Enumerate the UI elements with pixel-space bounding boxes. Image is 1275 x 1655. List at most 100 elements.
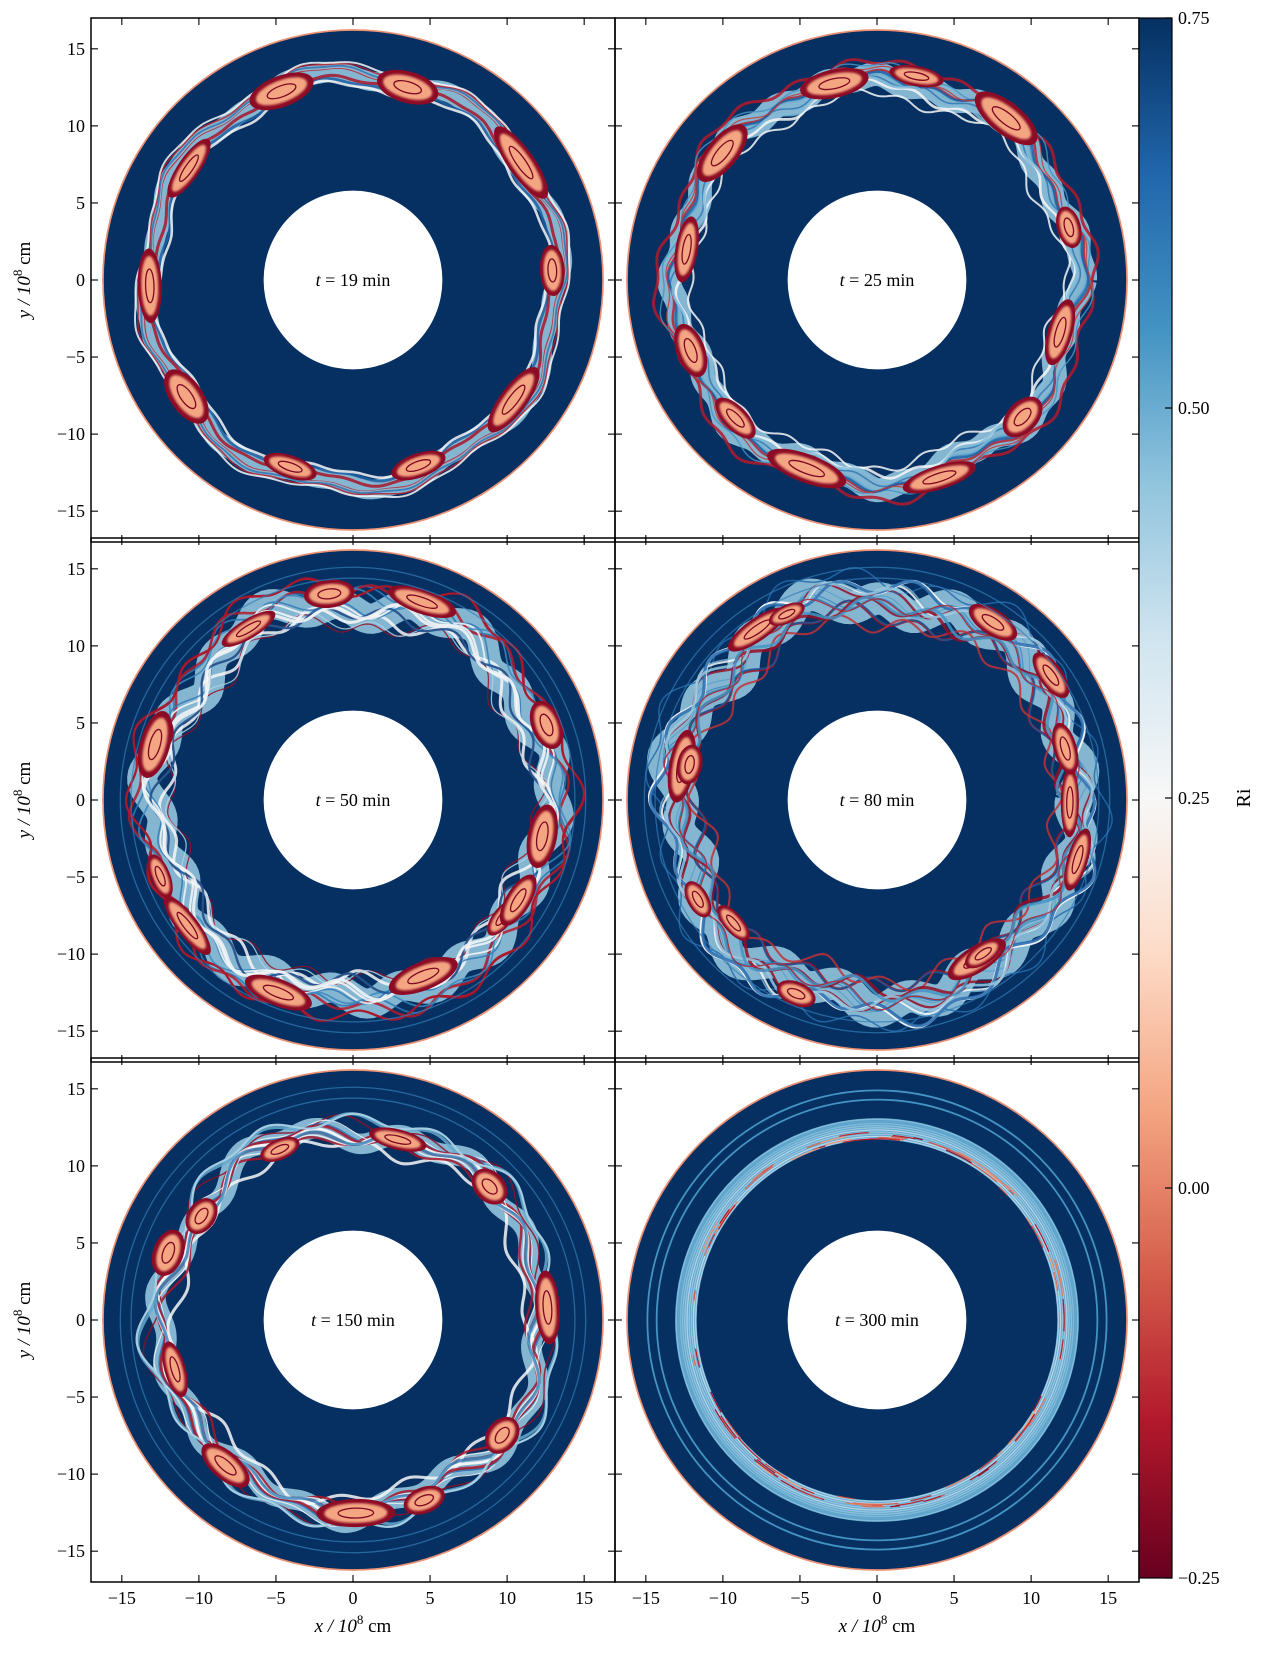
time-symbol: t <box>835 1310 841 1330</box>
vortex-swirl <box>406 594 438 609</box>
vortex-core <box>172 144 206 192</box>
instability-speck <box>861 1505 886 1508</box>
inner-hole <box>263 1230 443 1410</box>
time-value: = 150 min <box>316 1310 395 1330</box>
vortex-core <box>981 97 1032 140</box>
shear-ring-filament <box>681 1124 1073 1516</box>
y-tick-label: −5 <box>66 1387 85 1407</box>
outer-ring <box>646 1089 1108 1551</box>
instability-speck <box>780 1479 795 1489</box>
vortex-swirl <box>974 946 992 961</box>
y-tick-label: 0 <box>76 270 85 290</box>
vortex-swirl <box>903 71 930 81</box>
instability-speck <box>945 1149 972 1164</box>
y-tick-label: −15 <box>57 1021 85 1041</box>
vortex-swirl <box>778 608 796 620</box>
time-value: = 50 min <box>321 790 391 810</box>
vortex-swirl <box>494 1426 510 1444</box>
shear-filament <box>127 584 570 1018</box>
y-tick-label: 10 <box>67 1156 85 1176</box>
vortex-swirl <box>414 1494 435 1507</box>
x-tick-label: 0 <box>349 1588 358 1608</box>
instability-speck <box>852 1502 887 1505</box>
instability-speck <box>721 1420 736 1440</box>
time-symbol: t <box>311 1310 317 1330</box>
instability-speck <box>1021 1420 1032 1434</box>
vortex-core <box>531 810 554 862</box>
vortex-swirl <box>266 83 297 100</box>
vortex-swirl <box>262 984 295 1001</box>
instability-speck <box>710 1391 722 1413</box>
instability-speck <box>773 1471 790 1481</box>
instability-speck <box>945 1474 971 1489</box>
y-tick-label: 10 <box>67 636 85 656</box>
outer-ring <box>655 1098 1099 1542</box>
outer-ring <box>119 566 587 1034</box>
x-tick-label: −10 <box>709 1588 737 1608</box>
inner-hole <box>787 710 967 890</box>
instability-speck <box>720 1415 738 1439</box>
vortex-swirl <box>725 914 742 932</box>
instability-speck <box>957 1151 989 1172</box>
time-value: = 25 min <box>845 270 915 290</box>
y-tick-label: −10 <box>57 1464 85 1484</box>
shear-filament <box>134 61 571 498</box>
shear-ring-filament <box>677 1120 1077 1520</box>
vortex-swirl <box>1059 736 1071 761</box>
vortex-swirl <box>317 588 342 600</box>
instability-speck <box>753 1459 779 1478</box>
instability-speck <box>719 1209 730 1224</box>
instability-speck <box>1062 1299 1065 1332</box>
instability-speck <box>978 1455 998 1471</box>
inner-hole <box>787 190 967 370</box>
instability-speck <box>693 1290 696 1301</box>
panel-5 <box>626 1069 1128 1571</box>
instability-speck <box>1006 1184 1019 1197</box>
shear-filament <box>131 585 571 1014</box>
inner-hole <box>787 1230 967 1410</box>
vortex-swirl <box>144 268 155 304</box>
x-tick-label: 5 <box>426 1588 435 1608</box>
instability-speck <box>910 1494 932 1502</box>
vortex-swirl <box>337 1507 375 1519</box>
shear-ring <box>675 1118 1079 1522</box>
time-label: t = 80 min <box>840 790 915 810</box>
vortex-core <box>141 256 159 316</box>
instability-speck <box>725 1418 742 1439</box>
instability-speck <box>1032 1395 1042 1412</box>
instability-speck <box>913 1137 923 1141</box>
x-tick-label: −5 <box>790 1588 809 1608</box>
vortex-swirl <box>481 1178 498 1195</box>
colorbar-tick-label: 0.50 <box>1178 398 1210 418</box>
vortex-swirl <box>786 987 806 1000</box>
shear-ring-filament <box>675 1118 1079 1522</box>
instability-speck <box>895 1502 914 1507</box>
vortex-swirl <box>407 967 440 985</box>
instability-speck <box>756 1462 774 1476</box>
vortex-swirl <box>691 890 704 908</box>
vortex-swirl <box>270 1143 290 1156</box>
vortex-swirl <box>384 1134 412 1145</box>
y-tick-label: 5 <box>76 713 85 733</box>
vortex-swirl <box>1042 664 1060 686</box>
vortex-core <box>156 1234 181 1272</box>
colorbar-tick-label: 0.25 <box>1178 788 1210 808</box>
vortex-core <box>383 74 433 100</box>
time-label: t = 150 min <box>311 1310 395 1330</box>
y-axis-label: y / 108 cm <box>10 1281 35 1360</box>
vortex-swirl <box>405 459 432 473</box>
vortex-swirl <box>788 459 826 478</box>
vortex-swirl <box>684 754 695 775</box>
vortex-swirl <box>922 470 957 485</box>
vortex-swirl <box>535 821 549 852</box>
x-axis-label: x / 108 cm <box>314 1612 392 1637</box>
inner-hole <box>263 190 443 370</box>
instability-speck <box>969 1460 998 1481</box>
vortex-core <box>680 748 699 781</box>
instability-speck <box>692 1355 696 1367</box>
x-tick-label: −15 <box>632 1588 660 1608</box>
time-value: = 300 min <box>840 1310 919 1330</box>
vortex-core <box>1059 210 1079 244</box>
vortex-swirl <box>1053 316 1067 348</box>
vortex-swirl <box>277 460 303 473</box>
